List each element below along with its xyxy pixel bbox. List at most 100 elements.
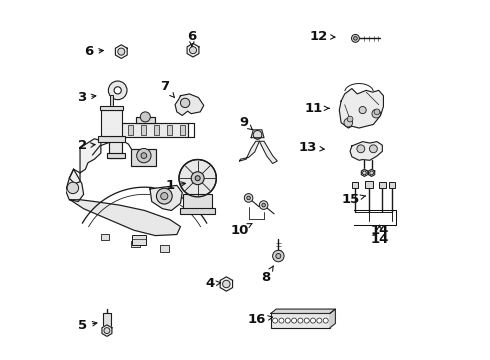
Circle shape xyxy=(140,112,150,122)
Bar xyxy=(379,182,386,188)
Text: 9: 9 xyxy=(240,116,252,130)
Circle shape xyxy=(298,318,303,323)
Circle shape xyxy=(137,148,151,163)
Circle shape xyxy=(311,318,316,323)
Text: 1: 1 xyxy=(166,179,186,192)
Bar xyxy=(98,136,125,141)
Bar xyxy=(101,234,109,240)
Bar xyxy=(389,182,395,188)
Text: 15: 15 xyxy=(342,193,366,206)
Circle shape xyxy=(347,116,353,122)
Polygon shape xyxy=(175,94,204,116)
Circle shape xyxy=(304,318,309,323)
Circle shape xyxy=(108,81,127,100)
Circle shape xyxy=(369,145,377,153)
Bar xyxy=(110,95,113,106)
Circle shape xyxy=(285,318,290,323)
Bar xyxy=(122,123,188,137)
Polygon shape xyxy=(240,141,259,161)
Polygon shape xyxy=(251,130,264,138)
Text: 2: 2 xyxy=(78,139,95,152)
Circle shape xyxy=(317,318,322,323)
Circle shape xyxy=(245,194,253,202)
Bar xyxy=(365,181,373,188)
Polygon shape xyxy=(330,309,335,328)
Circle shape xyxy=(357,145,365,153)
Circle shape xyxy=(67,182,78,194)
Circle shape xyxy=(222,280,230,288)
Polygon shape xyxy=(102,325,112,336)
Circle shape xyxy=(191,172,204,185)
Polygon shape xyxy=(66,169,84,202)
Polygon shape xyxy=(69,139,101,184)
Bar xyxy=(366,182,372,188)
Text: 10: 10 xyxy=(230,224,252,237)
Circle shape xyxy=(179,159,216,197)
Polygon shape xyxy=(150,185,182,211)
Bar xyxy=(109,137,122,158)
Bar xyxy=(180,208,215,214)
Circle shape xyxy=(372,109,381,118)
Text: 5: 5 xyxy=(78,319,97,332)
Circle shape xyxy=(351,35,359,42)
Bar xyxy=(180,125,186,135)
Circle shape xyxy=(279,318,284,323)
Circle shape xyxy=(161,193,168,200)
Text: 7: 7 xyxy=(161,80,174,98)
Bar xyxy=(131,241,140,247)
Bar xyxy=(128,125,133,135)
Polygon shape xyxy=(350,141,382,160)
Circle shape xyxy=(344,118,353,127)
Bar xyxy=(136,117,155,123)
Text: 12: 12 xyxy=(309,30,335,43)
Bar xyxy=(101,110,122,136)
Text: 8: 8 xyxy=(262,266,273,284)
Circle shape xyxy=(114,87,122,94)
Circle shape xyxy=(374,109,380,115)
Text: 13: 13 xyxy=(298,141,324,154)
Circle shape xyxy=(272,318,278,323)
Polygon shape xyxy=(187,43,199,57)
Circle shape xyxy=(180,98,190,108)
Bar xyxy=(131,149,156,166)
Bar xyxy=(103,313,111,327)
Bar xyxy=(154,125,159,135)
Bar xyxy=(141,125,147,135)
Circle shape xyxy=(253,131,262,139)
Circle shape xyxy=(190,47,196,54)
Bar xyxy=(107,153,124,158)
Circle shape xyxy=(141,153,147,158)
Circle shape xyxy=(262,203,266,207)
Polygon shape xyxy=(271,309,335,314)
Text: 3: 3 xyxy=(77,91,96,104)
Polygon shape xyxy=(339,89,383,128)
Circle shape xyxy=(156,188,172,204)
Circle shape xyxy=(276,253,281,258)
Bar xyxy=(160,245,169,252)
Bar xyxy=(100,106,123,111)
Bar xyxy=(183,194,212,209)
Polygon shape xyxy=(220,277,233,291)
Circle shape xyxy=(323,318,328,323)
Polygon shape xyxy=(259,141,277,163)
Circle shape xyxy=(354,37,357,40)
Text: 14: 14 xyxy=(370,224,389,237)
Text: 6: 6 xyxy=(187,30,196,46)
Circle shape xyxy=(292,318,296,323)
Bar xyxy=(352,182,358,188)
Circle shape xyxy=(359,107,366,114)
Circle shape xyxy=(247,196,250,200)
Polygon shape xyxy=(361,169,368,176)
Text: 14: 14 xyxy=(370,233,389,246)
Polygon shape xyxy=(115,45,127,58)
Polygon shape xyxy=(368,169,375,176)
Circle shape xyxy=(370,171,373,175)
Text: 6: 6 xyxy=(84,45,103,58)
Text: 11: 11 xyxy=(305,102,329,115)
Bar xyxy=(271,314,330,328)
Text: 4: 4 xyxy=(205,278,221,291)
Bar xyxy=(167,125,172,135)
Circle shape xyxy=(104,328,110,334)
Bar xyxy=(132,234,147,244)
Polygon shape xyxy=(70,200,180,235)
